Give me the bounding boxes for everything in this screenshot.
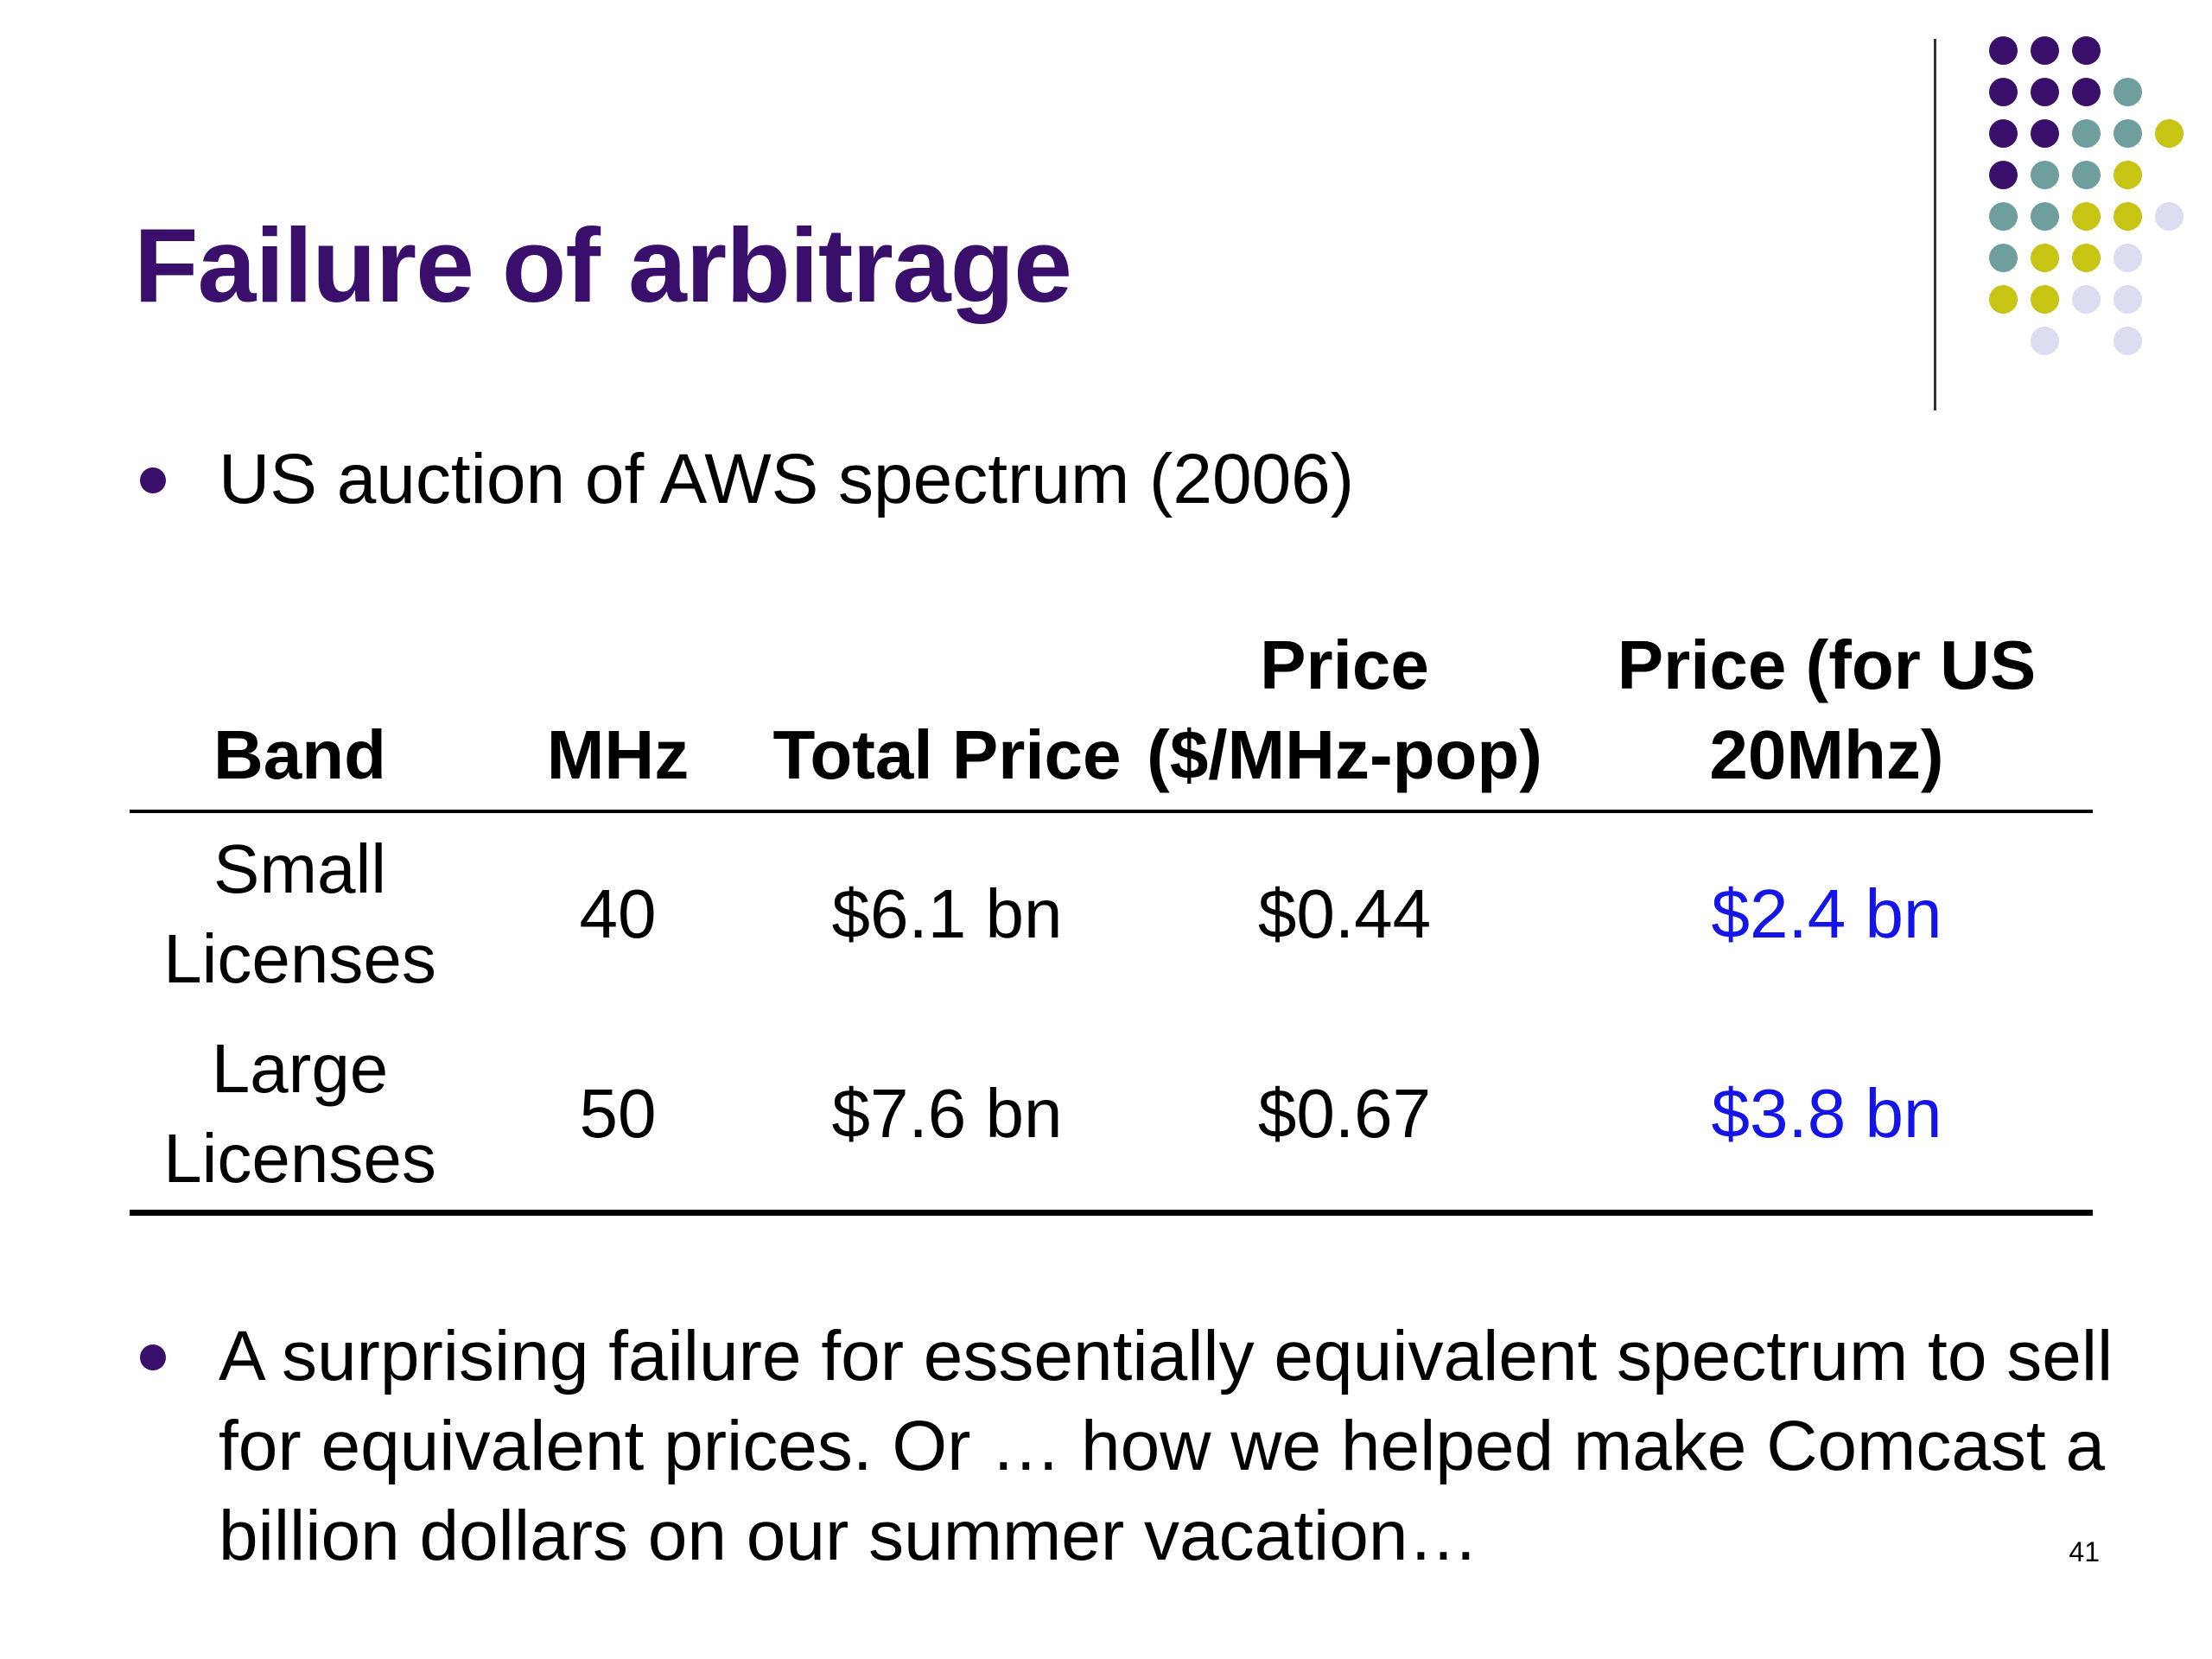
table-header-rule <box>130 810 2093 813</box>
cell-mhz: 50 <box>579 1075 657 1152</box>
bullet-auction: US auction of AWS spectrum (2006) <box>219 440 1355 518</box>
decor-dot <box>2155 119 2183 148</box>
decor-dot <box>2072 36 2101 65</box>
cell-price-per-mhz-pop: $0.67 <box>1257 1075 1432 1152</box>
decor-dot <box>2113 244 2142 272</box>
header-price-per-mhz-pop: Price ($/MHz-pop) <box>1147 626 1542 793</box>
cell-band: Small Licenses <box>163 830 436 997</box>
decor-dot <box>2113 161 2142 189</box>
decor-dot <box>2072 78 2101 106</box>
cell-price-us-20mhz: $2.4 bn <box>1711 875 1942 952</box>
table-row: Large Licenses 50 $7.6 bn $0.67 $3.8 bn <box>130 1014 2093 1214</box>
cell-price-per-mhz-pop: $0.44 <box>1257 875 1432 952</box>
cell-total-price: $7.6 bn <box>831 1075 1063 1152</box>
header-total-price: Total Price <box>772 716 1122 793</box>
decor-dot <box>2031 161 2059 189</box>
title-divider-line <box>1934 39 1936 410</box>
decor-dot <box>2031 244 2059 272</box>
table-row: Small Licenses 40 $6.1 bn $0.44 $2.4 bn <box>130 814 2093 1014</box>
slide-title: Failure of arbitrage <box>134 207 1072 324</box>
decor-dot <box>2031 78 2059 106</box>
bullet-icon <box>140 467 166 493</box>
header-price-us-20mhz: Price (for US 20Mhz) <box>1617 626 2037 793</box>
decor-dot <box>1989 202 2018 231</box>
decor-dot <box>2113 202 2142 231</box>
decor-dot <box>2113 78 2142 106</box>
page-number: 41 <box>2069 1536 2100 1567</box>
decor-dot <box>1989 78 2018 106</box>
decor-dot <box>1989 285 2018 314</box>
decor-dot <box>2072 202 2101 231</box>
decor-dot <box>2072 285 2101 314</box>
table-header: Band MHz Total Price Price ($/MHz-pop) P… <box>130 622 2093 814</box>
decor-dot <box>2031 119 2059 148</box>
decor-dot <box>2072 119 2101 148</box>
decor-dot <box>1989 119 2018 148</box>
decor-dot <box>2113 327 2142 355</box>
decor-dot <box>2155 202 2183 231</box>
decor-dot <box>2072 161 2101 189</box>
decor-dot <box>2072 244 2101 272</box>
cell-band: Large Licenses <box>163 1030 436 1197</box>
decor-dot <box>2031 285 2059 314</box>
bullet-icon <box>140 1344 166 1370</box>
table-bottom-rule <box>130 1210 2093 1216</box>
header-band: Band <box>213 716 386 793</box>
decor-dot <box>2113 119 2142 148</box>
cell-mhz: 40 <box>579 875 657 952</box>
auction-price-table: Band MHz Total Price Price ($/MHz-pop) P… <box>130 622 2093 1216</box>
decor-dot <box>2031 36 2059 65</box>
decor-dot <box>1989 244 2018 272</box>
decor-dot <box>2031 327 2059 355</box>
cell-price-us-20mhz: $3.8 bn <box>1711 1075 1942 1152</box>
decor-dot <box>1989 36 2018 65</box>
decor-dot <box>2031 202 2059 231</box>
header-mhz: MHz <box>546 716 690 793</box>
bullet-conclusion: A surprising failure for essentially equ… <box>219 1317 2113 1575</box>
decor-dot <box>2113 285 2142 314</box>
decor-dot <box>1989 161 2018 189</box>
cell-total-price: $6.1 bn <box>831 875 1063 952</box>
